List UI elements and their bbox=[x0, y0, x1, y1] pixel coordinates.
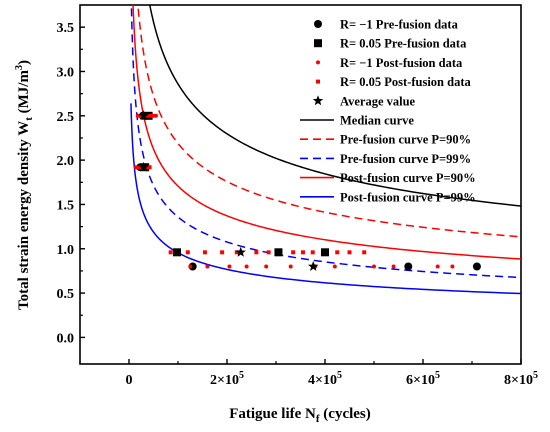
data-point-s1-4 bbox=[321, 248, 329, 257]
data-point-s3-8 bbox=[220, 250, 225, 255]
data-point-s3-12 bbox=[291, 250, 296, 255]
point-layer bbox=[133, 110, 481, 271]
data-point-s3-10 bbox=[254, 250, 259, 255]
curve-layer bbox=[130, 5, 521, 295]
data-point-s0-4 bbox=[472, 262, 481, 271]
data-point-s3-4 bbox=[147, 165, 152, 170]
tick-layer: 0 2×105 4×105 6×105 8×105 0.0 0.5 1.0 1.5 2.0 2.5 3… bbox=[57, 21, 538, 388]
data-point-s2-9 bbox=[227, 264, 232, 269]
data-point-s3-16 bbox=[347, 250, 352, 255]
data-point-s3-6 bbox=[185, 250, 190, 255]
data-point-s3-15 bbox=[335, 250, 340, 255]
y-tick-label-6: 3.0 bbox=[57, 65, 75, 80]
curve-4 bbox=[130, 103, 521, 295]
data-point-s2-2 bbox=[153, 113, 158, 118]
data-point-s3-7 bbox=[202, 250, 207, 255]
data-point-s2-14 bbox=[332, 264, 337, 269]
legend-label-3: R= 0.05 Post-fusion data bbox=[340, 75, 471, 89]
y-tick-label-2: 1.0 bbox=[57, 243, 75, 258]
data-point-s3-9 bbox=[234, 250, 239, 255]
data-point-s4-1 bbox=[138, 161, 149, 172]
legend-label-2: R= −1 Post-fusion data bbox=[340, 56, 463, 70]
plot-frame bbox=[79, 4, 522, 365]
data-point-s2-17 bbox=[435, 264, 440, 269]
curve-1 bbox=[137, 5, 521, 238]
data-point-s2-0 bbox=[135, 113, 140, 118]
x-axis-title: Fatigue life Nf (cycles) bbox=[229, 406, 371, 425]
legend-marker-2 bbox=[316, 60, 320, 65]
legend-marker-4 bbox=[312, 95, 324, 106]
data-point-s2-15 bbox=[372, 264, 376, 269]
y-tick-label-7: 3.5 bbox=[57, 21, 75, 36]
data-point-s3-2 bbox=[150, 113, 155, 118]
curve-0 bbox=[149, 5, 521, 207]
data-point-s3-11 bbox=[266, 250, 271, 255]
legend-label-6: Pre-fusion curve P=90% bbox=[340, 133, 471, 147]
legend: R= −1 Pre-fusion data R= 0.05 Pre-fusion … bbox=[300, 18, 476, 204]
y-axis-title: Total strain energy density Wt (MJ/m3) bbox=[14, 60, 35, 310]
x-tick-label-0: 0 bbox=[126, 373, 133, 388]
y-tick-label-4: 2.0 bbox=[57, 154, 75, 169]
data-point-s3-17 bbox=[362, 250, 367, 255]
legend-label-9: Post-fusion curve P=99% bbox=[340, 190, 476, 204]
data-point-s3-13 bbox=[300, 250, 305, 255]
data-point-s1-2 bbox=[173, 248, 182, 257]
data-point-s2-18 bbox=[450, 264, 455, 269]
curve-3 bbox=[132, 5, 521, 260]
y-tick-label-0: 0.0 bbox=[57, 331, 75, 346]
y-tick-label-3: 1.5 bbox=[57, 198, 75, 213]
legend-label-5: Median curve bbox=[340, 114, 414, 128]
x-tick-label-4: 8×105 bbox=[504, 370, 538, 388]
y-tick-label-5: 2.5 bbox=[57, 110, 75, 125]
data-point-s4-0 bbox=[138, 110, 149, 121]
legend-marker-1 bbox=[314, 39, 322, 48]
legend-label-1: R= 0.05 Pre-fusion data bbox=[340, 37, 467, 51]
x-tick-label-3: 6×105 bbox=[406, 370, 440, 388]
data-point-s2-7 bbox=[188, 264, 193, 269]
data-point-s3-14 bbox=[310, 250, 315, 255]
data-point-s4-3 bbox=[308, 260, 319, 271]
x-tick-label-2: 4×105 bbox=[308, 370, 342, 388]
data-point-s1-3 bbox=[274, 248, 283, 257]
data-point-s0-3 bbox=[404, 262, 413, 271]
x-tick-label-1: 2×105 bbox=[210, 370, 244, 388]
data-point-s2-11 bbox=[264, 264, 269, 269]
legend-marker-0 bbox=[314, 20, 322, 28]
curve-2 bbox=[130, 5, 521, 279]
legend-label-4: Average value bbox=[340, 94, 416, 108]
legend-label-8: Post-fusion curve P=90% bbox=[340, 171, 476, 185]
data-point-s2-8 bbox=[205, 264, 210, 269]
data-point-s0-2 bbox=[188, 262, 197, 271]
data-point-s2-10 bbox=[244, 264, 249, 269]
data-point-s3-5 bbox=[168, 250, 173, 255]
legend-marker-3 bbox=[316, 79, 320, 84]
data-point-s2-12 bbox=[288, 264, 293, 269]
y-tick-label-1: 0.5 bbox=[57, 287, 75, 302]
data-point-s2-16 bbox=[391, 264, 396, 269]
data-point-s2-6 bbox=[133, 165, 138, 170]
legend-label-7: Pre-fusion curve P=99% bbox=[340, 152, 471, 166]
data-point-s4-2 bbox=[235, 246, 246, 257]
legend-label-0: R= −1 Pre-fusion data bbox=[340, 18, 459, 32]
